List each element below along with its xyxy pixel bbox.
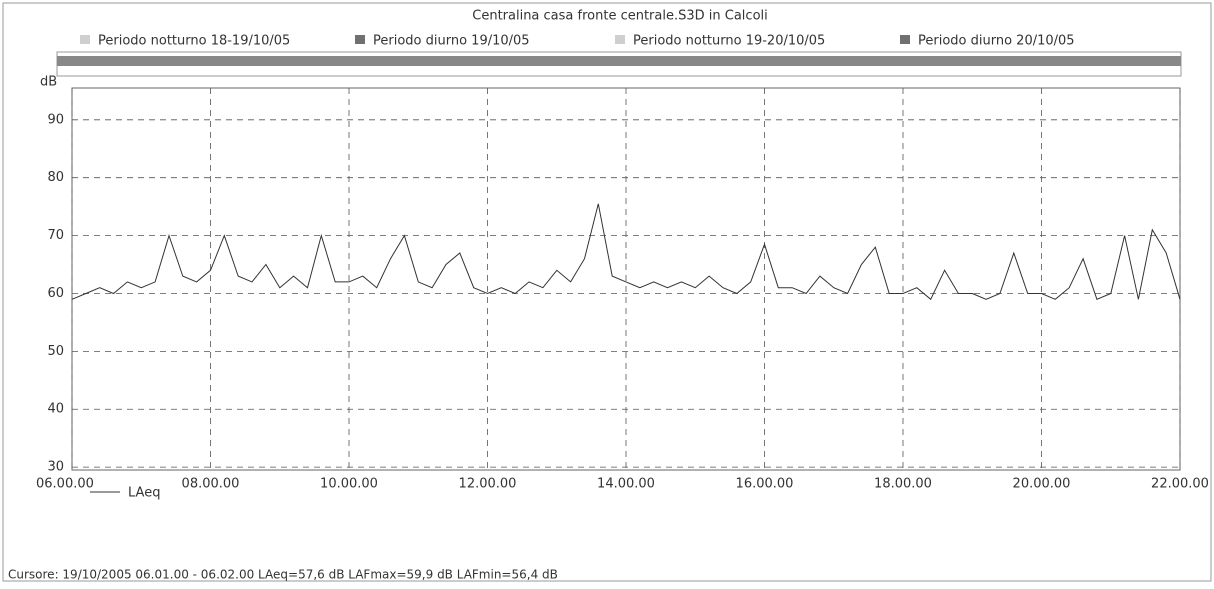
legend-label: Periodo notturno 18-19/10/05 <box>98 34 290 49</box>
legend-swatch <box>900 35 910 44</box>
x-tick-label: 06.00.00 <box>36 477 94 492</box>
legend-swatch <box>615 35 625 44</box>
y-tick-label: 40 <box>47 402 64 417</box>
legend-label: Periodo notturno 19-20/10/05 <box>633 34 825 49</box>
legend-label: Periodo diurno 19/10/05 <box>373 34 530 49</box>
cursor-info: Cursore: 19/10/2005 06.01.00 - 06.02.00 … <box>8 568 558 582</box>
period-band <box>57 56 1181 66</box>
x-tick-label: 16.00.00 <box>736 477 794 492</box>
chart-title: Centralina casa fronte centrale.S3D in C… <box>472 9 768 24</box>
x-tick-label: 20.00.00 <box>1013 477 1071 492</box>
x-tick-label: 08.00.00 <box>182 477 240 492</box>
x-tick-label: 18.00.00 <box>874 477 932 492</box>
y-tick-label: 70 <box>47 228 64 243</box>
legend-label: Periodo diurno 20/10/05 <box>918 34 1075 49</box>
y-tick-label: 50 <box>47 344 64 359</box>
y-tick-label: 60 <box>47 286 64 301</box>
y-tick-label: 90 <box>47 112 64 127</box>
y-tick-label: 30 <box>47 460 64 475</box>
x-tick-label: 14.00.00 <box>597 477 655 492</box>
y-axis-label: dB <box>40 75 57 90</box>
x-tick-label: 12.00.00 <box>459 477 517 492</box>
legend-label: LAeq <box>128 486 160 501</box>
data-line <box>71 203 1181 301</box>
y-tick-label: 80 <box>47 170 64 185</box>
legend-swatch <box>355 35 365 44</box>
x-tick-label: 10.00.00 <box>320 477 378 492</box>
legend-swatch <box>80 35 90 44</box>
x-tick-label: 22.00.00 <box>1151 477 1209 492</box>
